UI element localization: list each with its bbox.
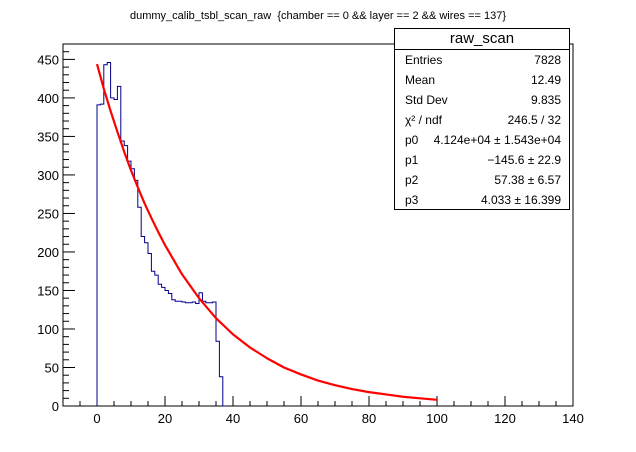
stats-row-stddev: Std Dev 9.835 (395, 90, 569, 110)
fit-curve-series (95, 63, 438, 401)
stats-row-entries: Entries 7828 (395, 50, 569, 70)
stats-key: χ² / ndf (405, 113, 442, 127)
x-tick-label: 40 (226, 411, 240, 426)
stats-row-p3: p3 4.033 ± 16.399 (395, 190, 569, 210)
stats-box: raw_scan Entries 7828 Mean 12.49 Std Dev… (394, 28, 570, 210)
y-tick-label: 250 (37, 206, 59, 221)
stats-value: −145.6 ± 22.9 (487, 153, 561, 167)
y-tick-label: 400 (37, 91, 59, 106)
stats-row-p0: p0 4.124e+04 ± 1.543e+04 (395, 130, 569, 150)
chart-title: dummy_calib_tsbl_scan_raw {chamber == 0 … (129, 10, 507, 22)
stats-value: 4.124e+04 ± 1.543e+04 (433, 133, 561, 147)
y-tick-label: 300 (37, 168, 59, 183)
stats-value: 9.835 (530, 93, 561, 107)
stats-value: 7828 (534, 53, 561, 67)
y-tick-label: 150 (37, 283, 59, 298)
histogram-series (96, 61, 227, 407)
stats-key: p0 (405, 133, 419, 147)
stats-header: raw_scan (395, 29, 569, 50)
stats-row-mean: Mean 12.49 (395, 70, 569, 90)
x-tick-label: 140 (562, 411, 584, 426)
stats-value: 12.49 (530, 73, 561, 87)
x-tick-label: 0 (93, 411, 100, 426)
y-tick-label: 450 (37, 52, 59, 67)
x-tick-label: 20 (158, 411, 172, 426)
stats-value: 246.5 / 32 (507, 113, 561, 127)
stats-row-p2: p2 57.38 ± 6.57 (395, 170, 569, 190)
y-tick-label: 100 (37, 322, 59, 337)
stats-key: p2 (405, 173, 419, 187)
y-tick-label: 0 (52, 399, 59, 414)
stats-row-chi2: χ² / ndf 246.5 / 32 (395, 110, 569, 130)
x-tick-label: 80 (362, 411, 376, 426)
stats-key: Entries (405, 53, 443, 67)
stats-key: p3 (405, 193, 419, 207)
y-tick-label: 50 (45, 360, 59, 375)
x-tick-label: 100 (426, 411, 448, 426)
stats-key: Mean (405, 73, 436, 87)
stats-row-p1: p1 −145.6 ± 22.9 (395, 150, 569, 170)
stats-key: p1 (405, 153, 419, 167)
x-tick-label: 60 (294, 411, 308, 426)
stats-key: Std Dev (405, 93, 448, 107)
y-tick-label: 350 (37, 129, 59, 144)
x-tick-label: 120 (494, 411, 516, 426)
y-tick-label: 200 (37, 245, 59, 260)
stats-value: 4.033 ± 16.399 (481, 193, 561, 207)
stats-value: 57.38 ± 6.57 (494, 173, 561, 187)
